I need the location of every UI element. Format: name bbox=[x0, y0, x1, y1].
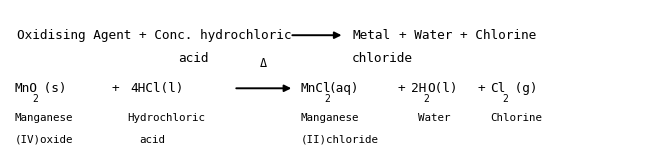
Text: Δ: Δ bbox=[260, 57, 267, 70]
Text: +: + bbox=[111, 82, 119, 95]
Text: 2: 2 bbox=[324, 94, 330, 104]
Text: Chlorine: Chlorine bbox=[491, 113, 543, 123]
Text: Cl: Cl bbox=[491, 82, 506, 95]
Text: 2: 2 bbox=[32, 94, 38, 104]
Text: (aq): (aq) bbox=[328, 82, 359, 95]
Text: Manganese: Manganese bbox=[300, 113, 359, 123]
Text: MnO: MnO bbox=[14, 82, 37, 95]
Text: chloride: chloride bbox=[352, 52, 413, 65]
Text: (II)chloride: (II)chloride bbox=[300, 135, 378, 145]
Text: Hydrochloric: Hydrochloric bbox=[127, 113, 205, 123]
Text: Manganese: Manganese bbox=[14, 113, 73, 123]
Text: (IV)oxide: (IV)oxide bbox=[14, 135, 73, 145]
Text: MnCl: MnCl bbox=[300, 82, 331, 95]
Text: 4HCl(l): 4HCl(l) bbox=[131, 82, 184, 95]
Text: acid: acid bbox=[139, 135, 165, 145]
Text: 2: 2 bbox=[423, 94, 429, 104]
Text: 2H: 2H bbox=[411, 82, 426, 95]
Text: O(l): O(l) bbox=[428, 82, 458, 95]
Text: 2: 2 bbox=[502, 94, 508, 104]
Text: Oxidising Agent + Conc. hydrochloric: Oxidising Agent + Conc. hydrochloric bbox=[17, 29, 291, 42]
Text: acid: acid bbox=[177, 52, 208, 65]
Text: (s): (s) bbox=[36, 82, 67, 95]
Text: (g): (g) bbox=[506, 82, 537, 95]
Text: +: + bbox=[398, 82, 406, 95]
Text: Metal: Metal bbox=[352, 29, 390, 42]
Text: Water: Water bbox=[418, 113, 450, 123]
Text: + Water + Chlorine: + Water + Chlorine bbox=[399, 29, 536, 42]
Text: +: + bbox=[478, 82, 486, 95]
